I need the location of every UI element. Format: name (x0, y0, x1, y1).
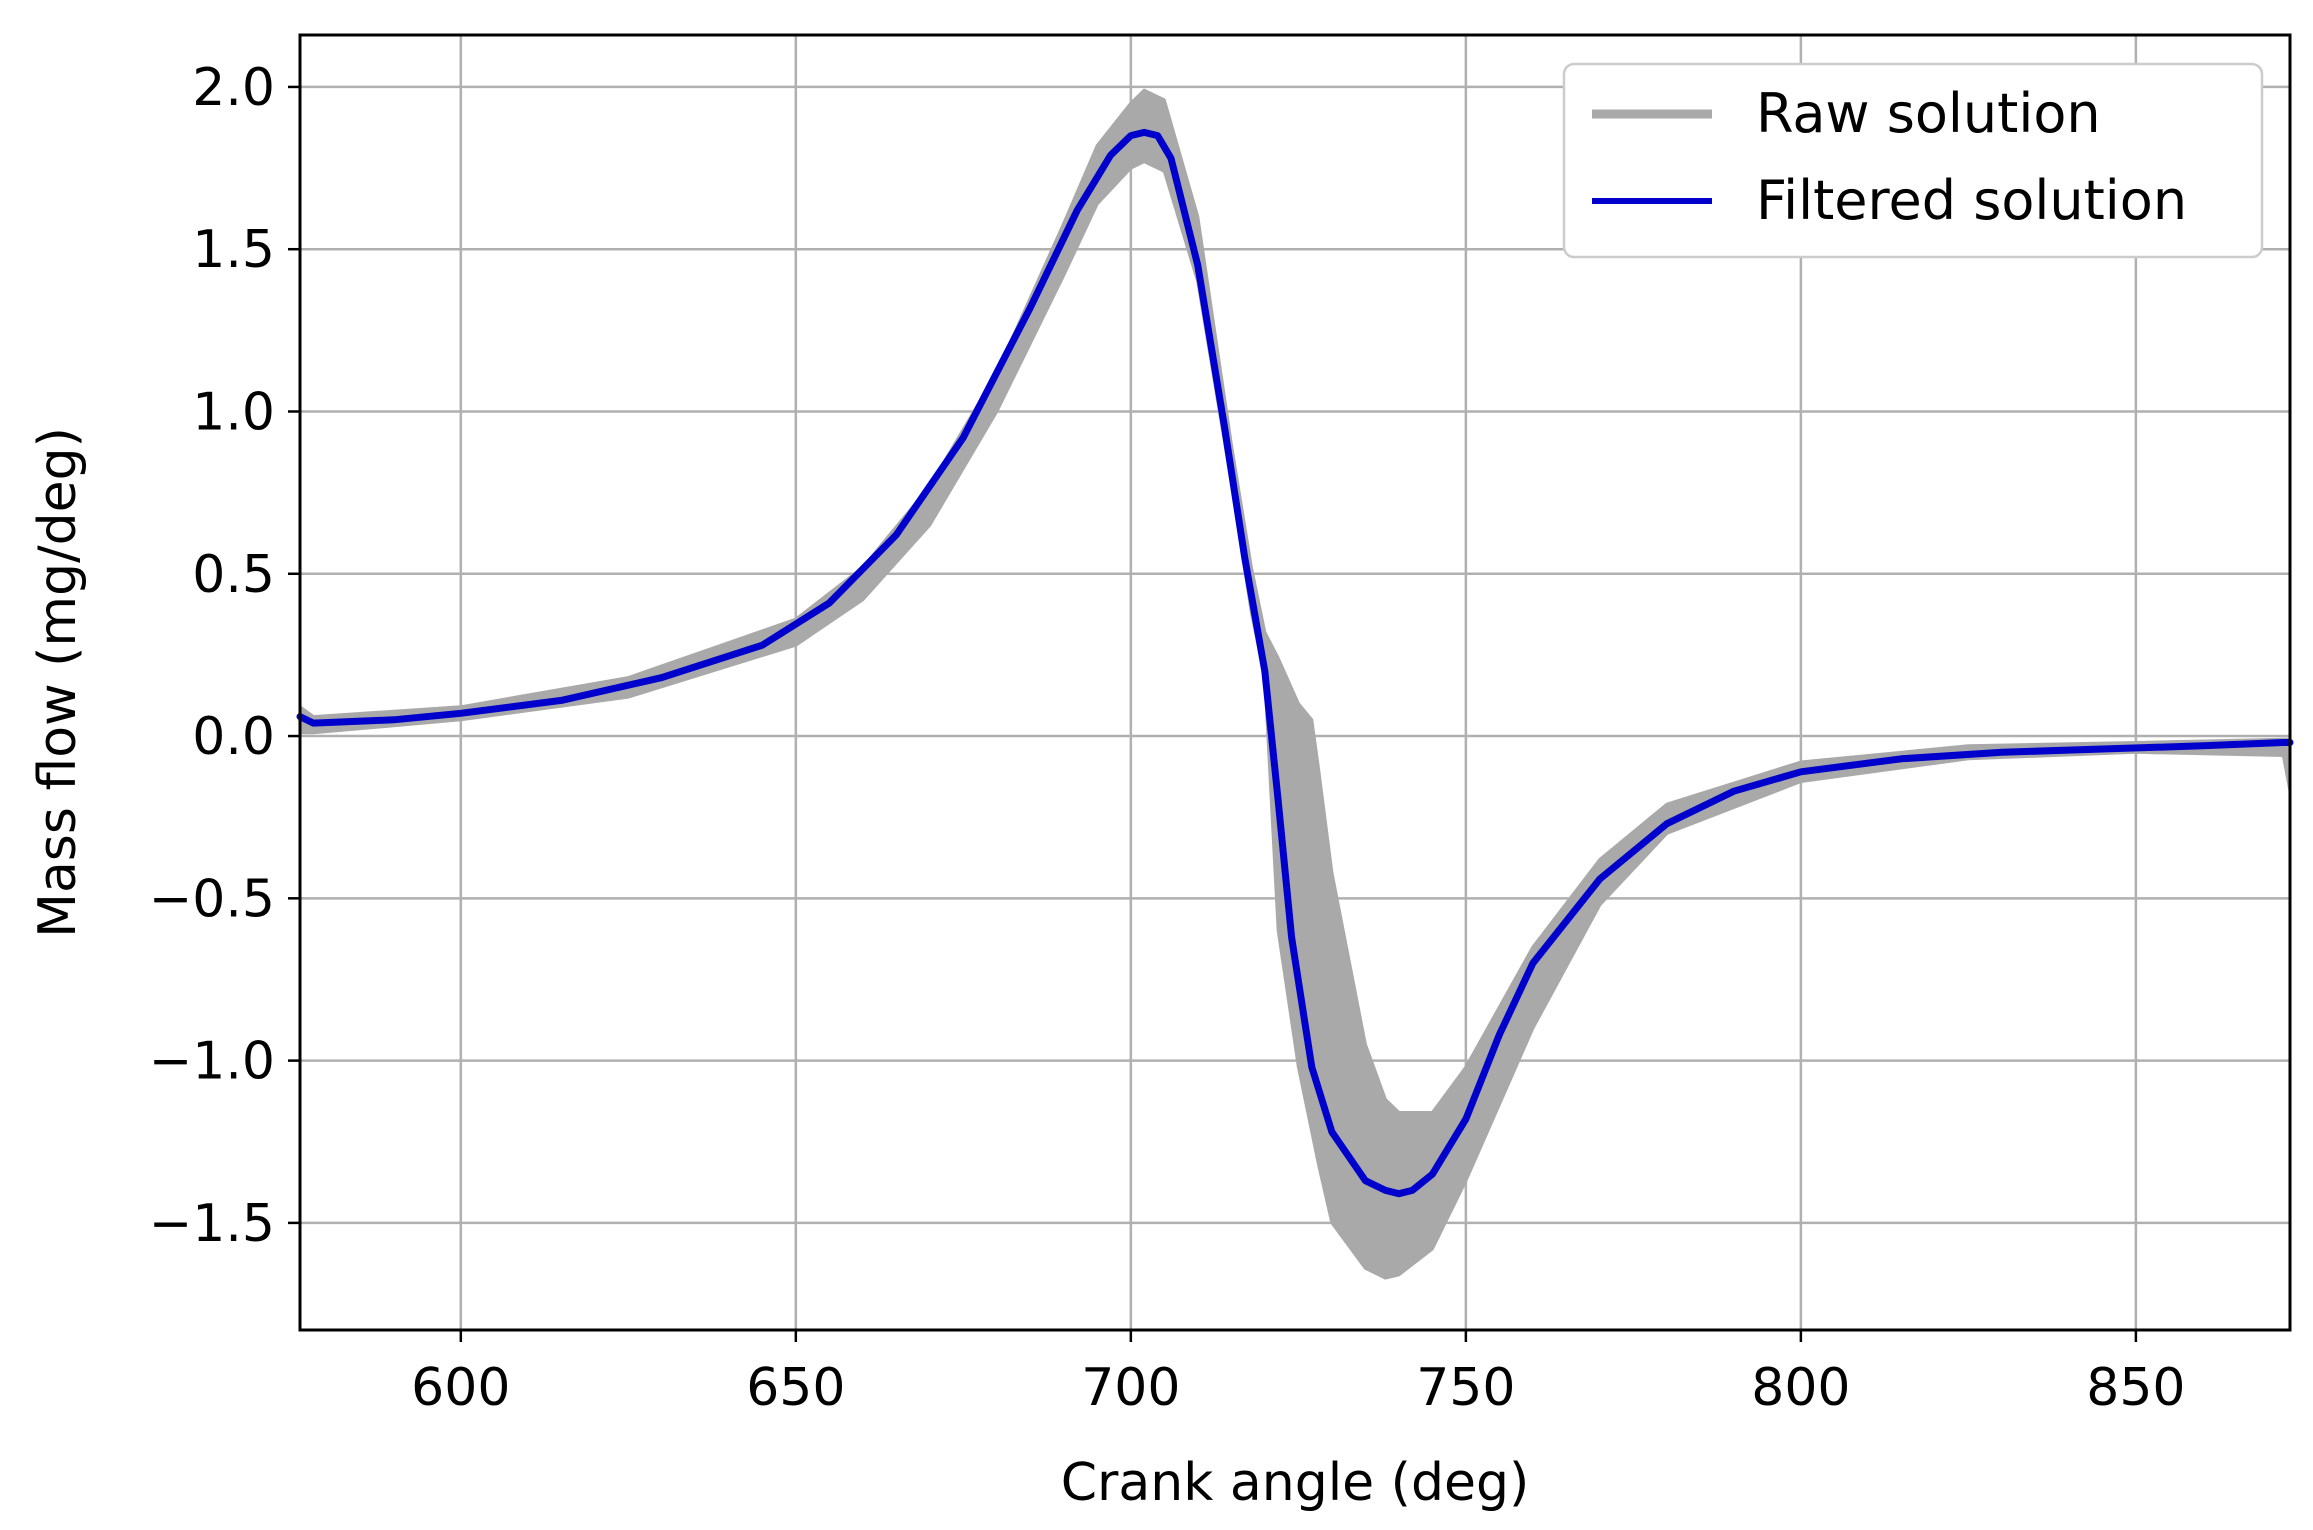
legend-label-raw: Raw solution (1756, 82, 2101, 145)
legend-label-filtered: Filtered solution (1756, 169, 2187, 232)
x-tick-label: 800 (1751, 1358, 1850, 1418)
legend: Raw solution Filtered solution (1562, 62, 2264, 259)
x-tick-label: 750 (1416, 1358, 1515, 1418)
x-tick-label: 850 (2086, 1358, 2185, 1418)
y-tick-label: 0.0 (192, 707, 275, 767)
y-tick-label: −1.0 (149, 1032, 275, 1092)
legend-box (1562, 62, 2264, 259)
y-tick-label: −1.5 (149, 1194, 275, 1254)
x-axis-label: Crank angle (deg) (1061, 1453, 1530, 1513)
ticks: 600 650 700 750 800 850 2.0 1.5 1.0 0.5 0.0 −0.5 −1.… (149, 58, 2186, 1418)
filtered-solution-line (296, 128, 2294, 1198)
axes-frame (298, 33, 2292, 1332)
y-tick-label: 0.5 (192, 545, 275, 605)
x-tick-label: 650 (746, 1358, 845, 1418)
y-tick-label: 1.5 (192, 220, 275, 280)
y-tick-label: 1.0 (192, 382, 275, 442)
y-axis-label: Mass flow (mg/deg) (28, 427, 88, 938)
y-tick-label: 2.0 (192, 58, 275, 118)
x-tick-label: 600 (411, 1358, 510, 1418)
y-tick-label: −0.5 (149, 869, 275, 929)
x-tick-label: 700 (1081, 1358, 1180, 1418)
